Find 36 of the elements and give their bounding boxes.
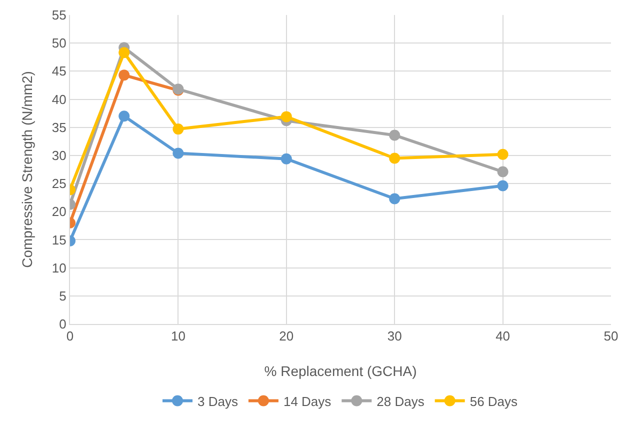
point [118,47,130,58]
x-tick-label: 50 [604,328,618,344]
point [172,148,184,159]
x-axis-title: % Replacement (GCHA) [264,363,417,379]
y-tick-label: 10 [52,260,66,276]
y-tick-label: 15 [52,232,66,248]
legend-label: 14 Days [283,394,332,409]
point [280,153,292,164]
point [497,180,508,192]
y-tick-label: 45 [52,64,66,79]
y-tick-label: 5 [59,288,66,304]
y-tick-label: 30 [52,148,66,163]
y-tick-label: 25 [52,176,66,192]
y-axis-title: Compressive Strength (N/mm2) [19,71,35,268]
legend-label: 28 Days [376,394,425,409]
legend-label: 56 Days [470,394,518,409]
point [389,130,400,141]
x-tick-label: 30 [387,328,402,344]
y-tick-label: 50 [52,36,66,51]
point [118,110,130,122]
y-tick-label: 55 [52,8,66,23]
point [389,152,400,164]
point [497,166,508,178]
y-tick-label: 0 [59,316,66,332]
y-tick-label: 20 [52,204,66,220]
x-tick-label: 10 [170,328,186,344]
x-tick-label: 20 [279,328,294,344]
point [497,148,508,160]
x-tick-label: 40 [496,328,510,344]
point [118,70,130,81]
point [172,124,184,135]
point [280,111,292,122]
point [389,193,400,204]
y-tick-label: 35 [52,120,66,135]
legend-label: 3 Days [198,394,238,409]
y-tick-label: 40 [52,92,66,107]
